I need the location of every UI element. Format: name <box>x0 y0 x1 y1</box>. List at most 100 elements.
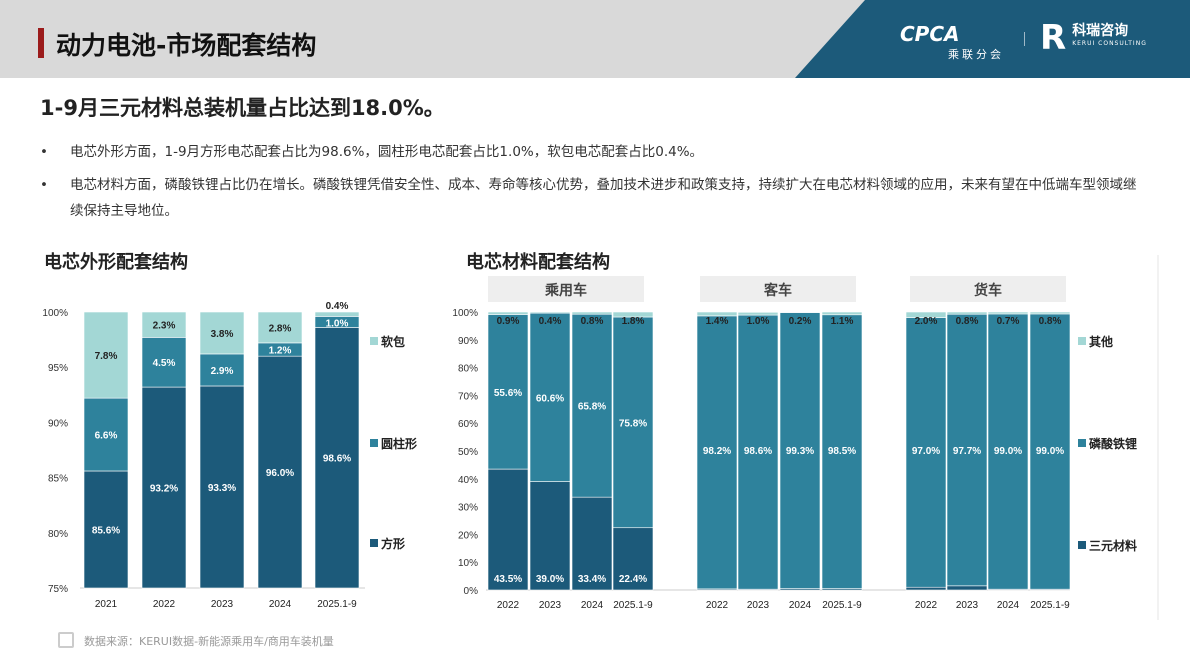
bar-磷酸铁锂-2022 <box>905 317 947 588</box>
x-tick-label: 2024 <box>581 600 604 611</box>
bar-磷酸铁锂-2023 <box>737 314 779 590</box>
y-tick-label: 90% <box>458 336 478 347</box>
y-tick-label: 70% <box>458 391 478 402</box>
legend-swatch <box>1078 337 1086 345</box>
data-label: 0.8% <box>956 316 979 327</box>
bar-三元材料-2022 <box>487 468 529 591</box>
x-tick-label: 2025.1-9 <box>1030 600 1070 611</box>
bar-磷酸铁锂-2022 <box>487 314 529 470</box>
group-header-客车 <box>700 276 856 302</box>
group-label: 乘用车 <box>544 282 587 298</box>
page-title: 动力电池-市场配套结构 <box>56 31 317 60</box>
bar-圆柱形-2023 <box>199 353 245 387</box>
bar-圆柱形-2021 <box>83 397 129 472</box>
legend-swatch <box>1078 541 1086 549</box>
data-label: 2.0% <box>915 316 938 327</box>
bar-其他-2025.1-9 <box>612 311 654 318</box>
x-tick-label: 2023 <box>956 600 979 611</box>
data-label: 0.8% <box>581 316 604 327</box>
legend-swatch <box>1078 439 1086 447</box>
bullet-1: • 电芯外形方面，1-9月方形电芯配套占比为98.6%，圆柱形电芯配套占比1.0%… <box>40 144 704 160</box>
group-label: 货车 <box>973 282 1002 298</box>
header-bar <box>0 0 1190 78</box>
data-label: 43.5% <box>494 574 522 585</box>
data-label: 1.0% <box>326 318 349 329</box>
legend-swatch <box>370 337 378 345</box>
group-header-乘用车 <box>488 276 644 302</box>
y-tick-label: 100% <box>42 308 68 319</box>
bar-圆柱形-2022 <box>141 337 187 388</box>
bar-其他-2024 <box>571 311 613 315</box>
y-tick-label: 85% <box>48 474 68 485</box>
bar-磷酸铁锂-2023 <box>529 312 571 482</box>
data-label: 93.3% <box>208 483 236 494</box>
bar-软包-2025.1-9 <box>314 311 360 317</box>
bar-三元材料-2022 <box>905 586 947 591</box>
y-tick-label: 60% <box>458 419 478 430</box>
bar-磷酸铁锂-2025.1-9 <box>1029 313 1071 590</box>
data-label: 1.8% <box>622 316 645 327</box>
legend-label: 软包 <box>381 334 405 349</box>
data-label: 0.4% <box>326 301 349 312</box>
data-label: 65.8% <box>578 402 606 413</box>
bar-软包-2024 <box>257 311 303 344</box>
data-label: 60.6% <box>536 393 564 404</box>
x-tick-label: 2024 <box>789 600 812 611</box>
y-tick-label: 80% <box>458 364 478 375</box>
data-label: 85.6% <box>92 525 120 536</box>
bar-其他-2025.1-9 <box>821 311 863 316</box>
y-tick-label: 95% <box>48 363 68 374</box>
y-tick-label: 30% <box>458 503 478 514</box>
y-tick-label: 90% <box>48 418 68 429</box>
y-tick-label: 20% <box>458 530 478 541</box>
x-tick-label: 2021 <box>95 599 118 610</box>
y-tick-label: 10% <box>458 558 478 569</box>
x-tick-label: 2025.1-9 <box>822 600 862 611</box>
bar-软包-2021 <box>83 311 129 399</box>
bar-其他-2025.1-9 <box>1029 311 1071 315</box>
data-source: 数据来源：KERUI数据-新能源乘用车/商用车装机量 <box>84 635 334 648</box>
bar-软包-2022 <box>141 311 187 338</box>
y-tick-label: 0% <box>464 586 479 597</box>
bar-方形-2024 <box>257 355 303 589</box>
x-tick-label: 2024 <box>997 600 1020 611</box>
bar-方形-2021 <box>83 470 129 589</box>
bar-其他-2024 <box>987 311 1029 315</box>
data-label: 6.6% <box>95 431 118 442</box>
x-tick-label: 2025.1-9 <box>613 600 653 611</box>
data-label: 4.5% <box>153 358 176 369</box>
bar-磷酸铁锂-2023 <box>946 313 988 587</box>
source-icon <box>58 632 74 648</box>
data-label: 0.9% <box>497 316 520 327</box>
bar-磷酸铁锂-2024 <box>987 313 1029 590</box>
data-label: 0.2% <box>789 316 812 327</box>
data-label: 3.8% <box>211 329 234 340</box>
data-label: 96.0% <box>266 468 294 479</box>
data-label: 99.3% <box>786 446 814 457</box>
data-label: 98.6% <box>744 446 772 457</box>
data-label: 1.2% <box>269 346 292 357</box>
data-label: 97.7% <box>953 446 981 457</box>
data-label: 7.8% <box>95 351 118 362</box>
data-label: 33.4% <box>578 574 606 585</box>
legend-label: 三元材料 <box>1089 538 1137 553</box>
data-label: 98.6% <box>323 454 351 465</box>
data-label: 98.2% <box>703 446 731 457</box>
y-tick-label: 100% <box>452 308 478 319</box>
data-label: 2.9% <box>211 366 234 377</box>
legend-label: 磷酸铁锂 <box>1089 436 1137 451</box>
x-tick-label: 2023 <box>747 600 770 611</box>
x-tick-label: 2022 <box>706 600 729 611</box>
bar-磷酸铁锂-2024 <box>571 313 613 498</box>
x-tick-label: 2022 <box>497 600 520 611</box>
bar-方形-2025.1-9 <box>314 327 360 589</box>
data-label: 22.4% <box>619 574 647 585</box>
bar-软包-2023 <box>199 311 245 355</box>
kerui-logo: R 科瑞咨询 KERUI CONSULTING <box>1040 18 1147 58</box>
legend-label: 方形 <box>381 536 405 551</box>
x-tick-label: 2022 <box>915 600 938 611</box>
data-label: 2.3% <box>153 321 176 332</box>
data-label: 75.8% <box>619 418 647 429</box>
y-tick-label: 40% <box>458 475 478 486</box>
